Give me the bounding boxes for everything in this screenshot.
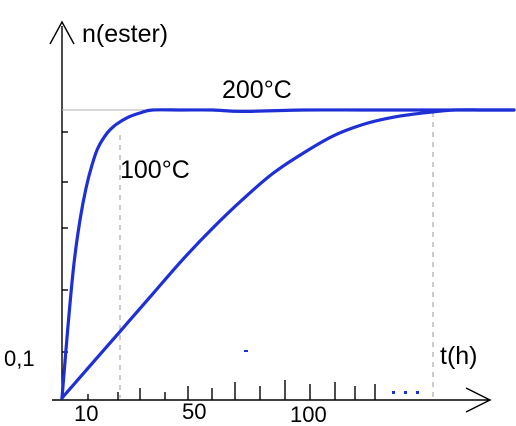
y-axis-label: n(ester) bbox=[82, 20, 168, 48]
series-200c-line bbox=[60, 108, 516, 400]
x-tick-label: 50 bbox=[182, 399, 206, 424]
series-200c-label: 200°C bbox=[222, 76, 292, 104]
marker-dot bbox=[404, 391, 407, 394]
x-tick-label: 100 bbox=[290, 402, 327, 426]
marker-dot bbox=[416, 391, 419, 394]
y-tick-label: 0,1 bbox=[4, 346, 35, 371]
series-100c-line bbox=[60, 108, 516, 400]
x-axis-label: t(h) bbox=[440, 342, 478, 370]
series-100c-label: 100°C bbox=[120, 156, 190, 184]
y-axis-arrow bbox=[49, 20, 75, 45]
marker-dot bbox=[392, 391, 395, 394]
x-axis-arrow bbox=[465, 387, 492, 413]
marker-dot bbox=[244, 350, 248, 352]
x-tick-label: 10 bbox=[74, 401, 98, 426]
